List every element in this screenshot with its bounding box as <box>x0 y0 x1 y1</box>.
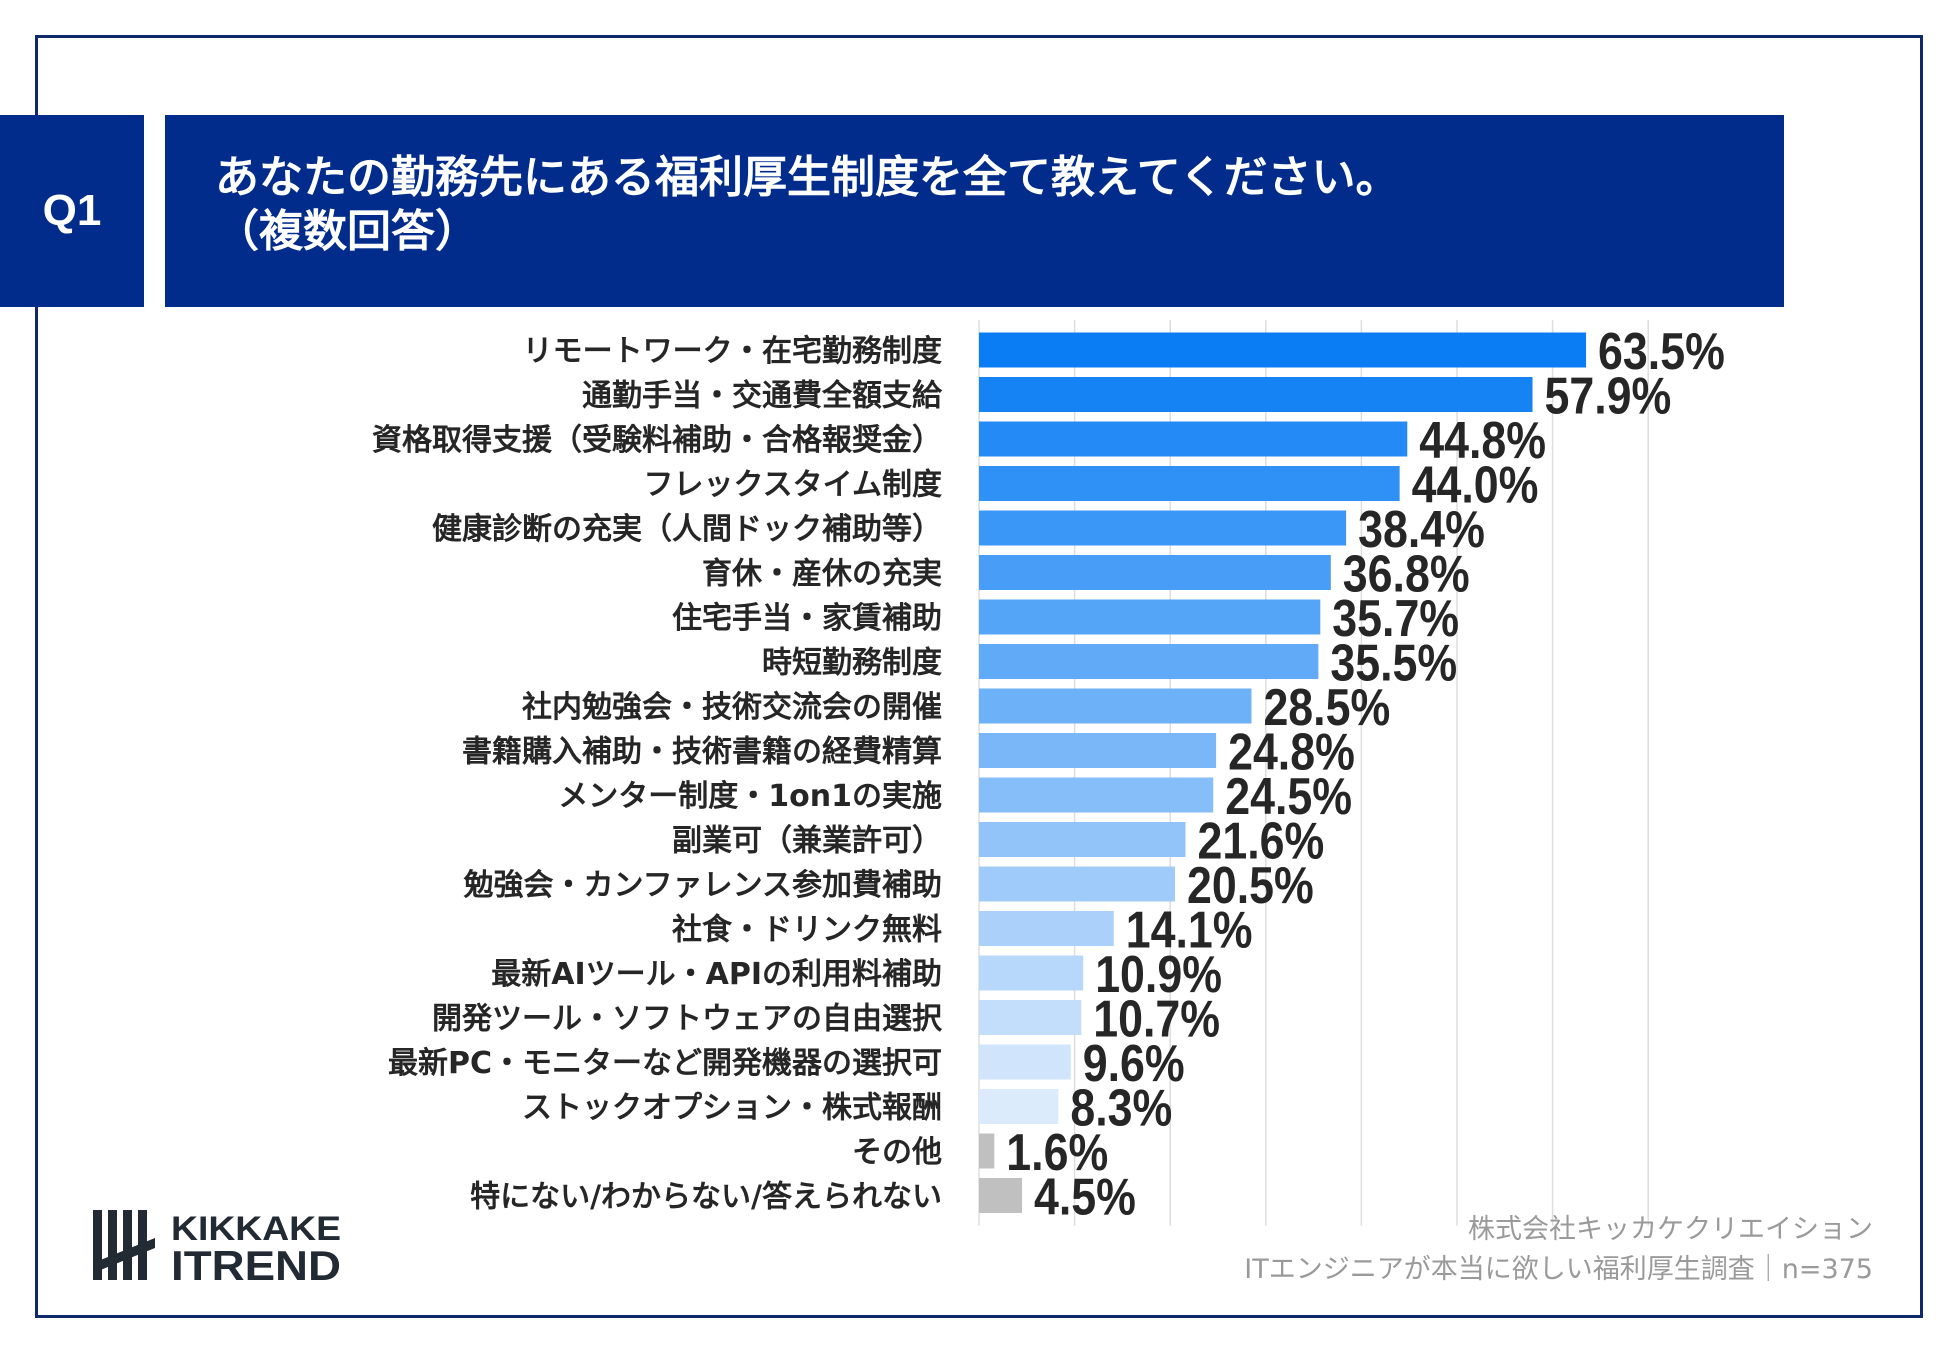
category-label: 時短勤務制度 <box>762 646 942 681</box>
category-label: フレックスタイム制度 <box>644 468 943 503</box>
bar <box>979 599 1321 635</box>
question-subtitle: （複数回答） <box>215 206 479 257</box>
value-label: 8.3% <box>1070 1079 1172 1137</box>
value-label: 20.5% <box>1187 857 1314 915</box>
category-label: ストックオプション・株式報酬 <box>522 1091 942 1126</box>
category-label: 社食・ドリンク無料 <box>672 913 942 948</box>
bar <box>979 1133 995 1169</box>
logo-text-top: KIKKAKE <box>171 1210 341 1248</box>
value-label: 21.6% <box>1197 812 1324 870</box>
value-label: 1.6% <box>1006 1124 1108 1182</box>
category-label: 育休・産休の充実 <box>702 557 942 592</box>
survey-name: ITエンジニアが本当に欲しい福利厚生調査｜n=375 <box>1244 1254 1873 1285</box>
category-label: 最新PC・モニターなど開発機器の選択可 <box>388 1046 942 1081</box>
bar <box>979 1178 1023 1213</box>
value-label: 24.8% <box>1228 723 1355 781</box>
bar <box>979 688 1252 724</box>
value-label: 38.4% <box>1358 501 1485 559</box>
bar <box>979 555 1331 590</box>
value-label: 36.8% <box>1343 545 1470 603</box>
category-label: 資格取得支援（受験料補助・合格報奨金） <box>372 423 942 458</box>
value-label: 9.6% <box>1083 1035 1185 1093</box>
value-label: 63.5% <box>1598 323 1725 381</box>
bar <box>979 866 1175 902</box>
source-note: 株式会社キッカケクリエイション ITエンジニアが本当に欲しい福利厚生調査｜n=3… <box>1244 1210 1873 1290</box>
question-title-banner: あなたの勤務先にある福利厚生制度を全て教えてください。 （複数回答） <box>165 115 1784 307</box>
bar <box>979 1000 1082 1035</box>
category-label: メンター制度・1on1の実施 <box>558 779 942 814</box>
value-label: 10.7% <box>1093 990 1220 1048</box>
bar <box>979 466 1400 501</box>
value-label: 44.8% <box>1419 412 1546 470</box>
value-label: 4.5% <box>1034 1168 1136 1226</box>
kikkake-itrend-logo: KIKKAKE ITREND <box>93 1208 343 1289</box>
bar <box>979 510 1347 546</box>
value-label: 24.5% <box>1225 768 1352 826</box>
category-label: 社内勉強会・技術交流会の開催 <box>522 690 942 725</box>
value-label: 10.9% <box>1095 946 1222 1004</box>
category-label: その他 <box>852 1135 942 1170</box>
bar <box>979 1044 1071 1080</box>
value-label: 28.5% <box>1263 679 1390 737</box>
bar <box>979 644 1319 679</box>
category-label: 最新AIツール・APIの利用料補助 <box>491 957 942 992</box>
category-label: 通勤手当・交通費全額支給 <box>582 379 943 414</box>
value-label: 35.5% <box>1330 634 1457 692</box>
category-label: 副業可（兼業許可） <box>672 824 942 859</box>
category-label: 勉強会・カンファレンス参加費補助 <box>463 868 943 903</box>
category-label: 特にない/わからない/答えられない <box>470 1180 942 1215</box>
value-label: 14.1% <box>1126 901 1253 959</box>
category-label: 健康診断の充実（人間ドック補助等） <box>432 512 942 547</box>
bar <box>979 777 1214 813</box>
category-label: 住宅手当・家賃補助 <box>672 601 942 636</box>
category-label: リモートワーク・在宅勤務制度 <box>523 334 942 369</box>
bar <box>979 1089 1059 1124</box>
category-label: 開発ツール・ソフトウェアの自由選択 <box>432 1002 943 1037</box>
value-label: 57.9% <box>1545 367 1672 425</box>
value-label: 35.7% <box>1332 590 1459 648</box>
bar <box>979 955 1084 991</box>
logo-text-bottom: ITREND <box>171 1242 341 1283</box>
bar <box>979 733 1217 768</box>
question-number-badge: Q1 <box>0 115 144 307</box>
bar <box>979 377 1533 412</box>
question-title: あなたの勤務先にある福利厚生制度を全て教えてください。 <box>215 152 1400 203</box>
question-number: Q1 <box>42 186 102 235</box>
bar <box>979 911 1114 946</box>
value-label: 44.0% <box>1412 456 1539 514</box>
bar <box>979 332 1587 368</box>
category-label: 書籍購入補助・技術書籍の経費精算 <box>462 735 942 770</box>
chart-frame <box>35 35 1923 1318</box>
bar <box>979 421 1408 457</box>
company-name: 株式会社キッカケクリエイション <box>1468 1214 1873 1245</box>
bar <box>979 822 1186 857</box>
